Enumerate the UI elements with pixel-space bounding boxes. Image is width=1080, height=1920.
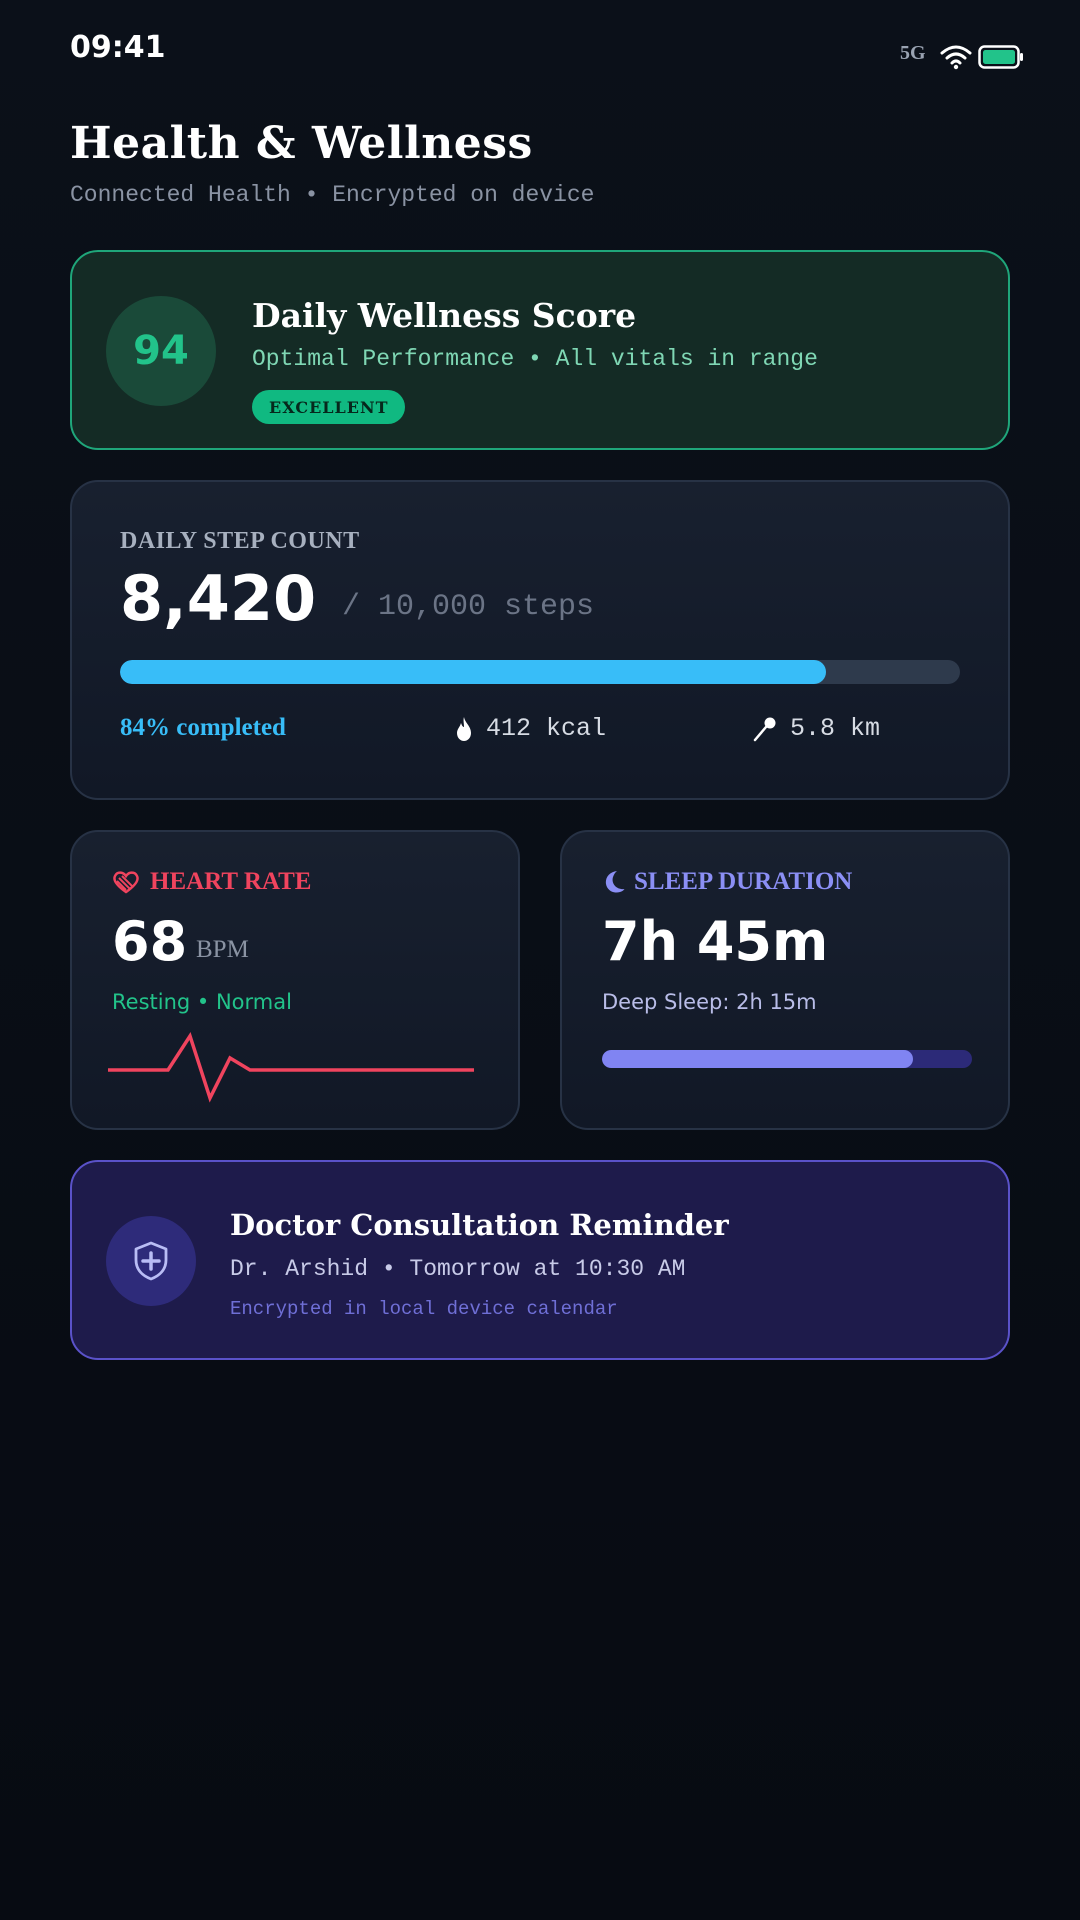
deep-sleep-text: Deep Sleep: 2h 15m (602, 990, 817, 1014)
heart-rate-unit: BPM (196, 936, 249, 963)
status-badge: EXCELLENT (252, 390, 406, 424)
wellness-score-card[interactable]: 94 Daily Wellness Score Optimal Performa… (70, 250, 1010, 450)
network-indicator: 5G (900, 42, 926, 64)
distance-stat: 5.8 km (752, 714, 880, 743)
steps-label: DAILY STEP COUNT (120, 528, 360, 554)
heart-rate-header: HEART RATE (112, 868, 311, 896)
page-subtitle: Connected Health • Encrypted on device (70, 182, 595, 208)
page-title: Health & Wellness (70, 118, 533, 169)
steps-completed-text: 84% completed (120, 714, 286, 741)
heart-icon (113, 871, 139, 894)
reminder-note: Encrypted in local device calendar (230, 1298, 618, 1320)
wellness-subtitle: Optimal Performance • All vitals in rang… (252, 346, 818, 372)
wellness-score-circle: 94 (106, 296, 216, 406)
sleep-label: SLEEP DURATION (634, 868, 853, 895)
steps-progress-bar (120, 660, 960, 684)
walk-icon (753, 717, 776, 741)
step-count-card[interactable]: DAILY STEP COUNT 8,420 / 10,000 steps 84… (70, 480, 1010, 800)
reminder-title: Doctor Consultation Reminder (230, 1208, 729, 1242)
flame-icon (457, 716, 471, 741)
status-bar: 09:41 5G (0, 0, 1080, 100)
battery-icon (978, 45, 1023, 69)
sleep-duration-card[interactable]: SLEEP DURATION 7h 45m Deep Sleep: 2h 15m (560, 830, 1010, 1130)
steps-progress-fill (120, 660, 826, 684)
ecg-waveform (108, 1031, 474, 1103)
sleep-value: 7h 45m (602, 910, 829, 973)
shield-plus-icon (134, 1241, 168, 1281)
steps-goal: / 10,000 steps (342, 590, 595, 624)
calories-stat: 412 kcal (454, 714, 606, 743)
reminder-icon-circle (106, 1216, 196, 1306)
heart-rate-value: 68 (112, 910, 188, 973)
status-time: 09:41 (70, 30, 166, 65)
wifi-icon (940, 45, 972, 70)
doctor-reminder-card[interactable]: Doctor Consultation Reminder Dr. Arshid … (70, 1160, 1010, 1360)
moon-icon (605, 871, 625, 893)
heart-rate-card[interactable]: HEART RATE 68 BPM Resting • Normal (70, 830, 520, 1130)
reminder-detail: Dr. Arshid • Tomorrow at 10:30 AM (230, 1256, 686, 1282)
distance-text: 5.8 km (790, 714, 881, 743)
sleep-header: SLEEP DURATION (602, 868, 852, 896)
calories-text: 412 kcal (486, 714, 607, 743)
wellness-score-value: 94 (133, 328, 189, 374)
sleep-progress-fill (602, 1050, 913, 1068)
wellness-title: Daily Wellness Score (252, 296, 637, 335)
heart-rate-status: Resting • Normal (112, 990, 292, 1014)
sleep-progress-bar (602, 1050, 972, 1068)
steps-value: 8,420 (120, 562, 317, 635)
heart-rate-label: HEART RATE (150, 868, 312, 895)
